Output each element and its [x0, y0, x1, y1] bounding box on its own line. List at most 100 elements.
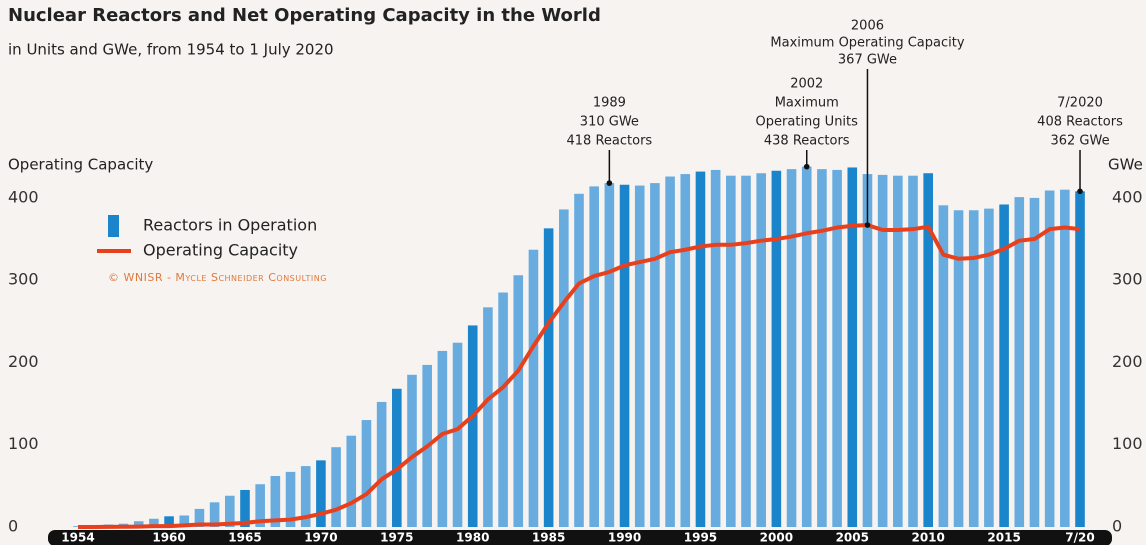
- bar: [771, 170, 782, 527]
- x-tick-label: 1975: [380, 531, 413, 545]
- bar: [862, 174, 873, 528]
- annotation-dot: [1077, 188, 1083, 195]
- bar: [270, 475, 281, 527]
- bar: [1014, 197, 1025, 527]
- bar: [543, 228, 554, 527]
- annotation-text: Maximum: [775, 96, 839, 111]
- bar: [1075, 191, 1085, 527]
- bar: [392, 388, 402, 527]
- chart-title: Nuclear Reactors and Net Operating Capac…: [8, 5, 601, 26]
- bar: [756, 173, 766, 527]
- annotation-text: 1989: [593, 96, 626, 111]
- bar: [73, 526, 83, 527]
- annotation-text: 7/2020: [1057, 96, 1103, 111]
- x-tick-label: 1960: [152, 531, 185, 545]
- bar: [437, 350, 448, 527]
- bar: [559, 209, 569, 527]
- bar: [604, 183, 615, 527]
- x-axis-band: [48, 530, 1112, 545]
- bar: [984, 208, 994, 527]
- bar: [376, 401, 387, 527]
- legend-label: Operating Capacity: [143, 241, 298, 260]
- y2-tick-label: 300: [1112, 270, 1143, 289]
- annotation-dot: [606, 180, 613, 186]
- x-tick-label: 7/20: [1065, 531, 1094, 545]
- x-tick-label: 2000: [760, 531, 793, 545]
- y-tick-label: 0: [8, 517, 18, 536]
- y2-axis-label: GWe: [1108, 156, 1143, 174]
- x-tick-label: 1970: [304, 531, 337, 545]
- y-tick-label: 200: [8, 352, 39, 371]
- annotation-text: 310 GWe: [580, 115, 639, 130]
- bar: [680, 174, 691, 528]
- y2-tick-label: 400: [1112, 187, 1143, 206]
- bar: [164, 516, 174, 527]
- bar: [346, 435, 357, 527]
- x-tick-label: 1954: [61, 531, 94, 545]
- bar: [1060, 189, 1070, 527]
- annotation-text: 367 GWe: [838, 53, 897, 68]
- x-tick-label: 1965: [228, 531, 261, 545]
- bar: [1044, 190, 1055, 527]
- bar: [801, 166, 812, 528]
- annotation-text: 418 Reactors: [567, 134, 653, 149]
- x-tick-label: 2015: [987, 531, 1020, 545]
- annotation-text: 408 Reactors: [1037, 115, 1123, 130]
- annotation-text: Maximum Operating Capacity: [770, 36, 964, 51]
- bar: [999, 204, 1009, 527]
- bar: [194, 508, 205, 527]
- bar: [877, 174, 888, 527]
- y-tick-label: 300: [8, 270, 39, 289]
- bar: [665, 176, 675, 527]
- bar: [407, 374, 417, 527]
- x-tick-label: 1990: [608, 531, 641, 545]
- bar: [908, 175, 918, 528]
- bar: [695, 171, 706, 527]
- bar: [726, 175, 736, 528]
- bar: [467, 325, 478, 527]
- annotation-text: 438 Reactors: [764, 134, 850, 149]
- credit: © WNISR - Mycle Schneider Consulting: [108, 271, 327, 284]
- legend-label: Reactors in Operation: [143, 216, 317, 235]
- bar: [240, 489, 250, 527]
- bar: [316, 460, 326, 527]
- annotation-dot: [864, 222, 871, 228]
- bar: [741, 175, 751, 528]
- y2-tick-label: 100: [1112, 434, 1143, 453]
- y2-tick-label: 0: [1112, 517, 1122, 536]
- annotation-text: 2002: [790, 77, 823, 92]
- y-tick-label: 400: [8, 187, 39, 206]
- y-axis-label: Operating Capacity: [8, 156, 153, 174]
- bar: [133, 521, 144, 527]
- bar: [574, 193, 584, 527]
- bar: [209, 502, 220, 527]
- line: [77, 223, 1081, 529]
- bar: [923, 173, 933, 527]
- annotation-dot: [803, 163, 810, 170]
- x-tick-label: 1995: [684, 531, 717, 545]
- x-tick-label: 2005: [836, 531, 869, 545]
- bar: [817, 169, 827, 527]
- bar: [832, 169, 842, 527]
- y2-tick-label: 200: [1112, 352, 1143, 371]
- bar: [968, 210, 979, 527]
- bar: [589, 186, 599, 527]
- x-tick-label: 1985: [532, 531, 565, 545]
- bar: [1029, 197, 1040, 527]
- bar: [300, 466, 311, 527]
- bar: [710, 169, 721, 527]
- chart-subtitle: in Units and GWe, from 1954 to 1 July 20…: [8, 41, 334, 59]
- bar: [483, 307, 493, 527]
- bar: [513, 275, 524, 527]
- x-tick-label: 2010: [911, 531, 944, 545]
- legend-swatch: [108, 215, 119, 237]
- bar: [786, 169, 797, 527]
- bar: [179, 515, 190, 527]
- bar: [953, 210, 964, 527]
- bar: [331, 447, 341, 527]
- annotation-text: Operating Units: [756, 115, 859, 130]
- bar: [634, 185, 645, 527]
- annotation-text: 2006: [851, 19, 884, 34]
- bar: [619, 184, 630, 527]
